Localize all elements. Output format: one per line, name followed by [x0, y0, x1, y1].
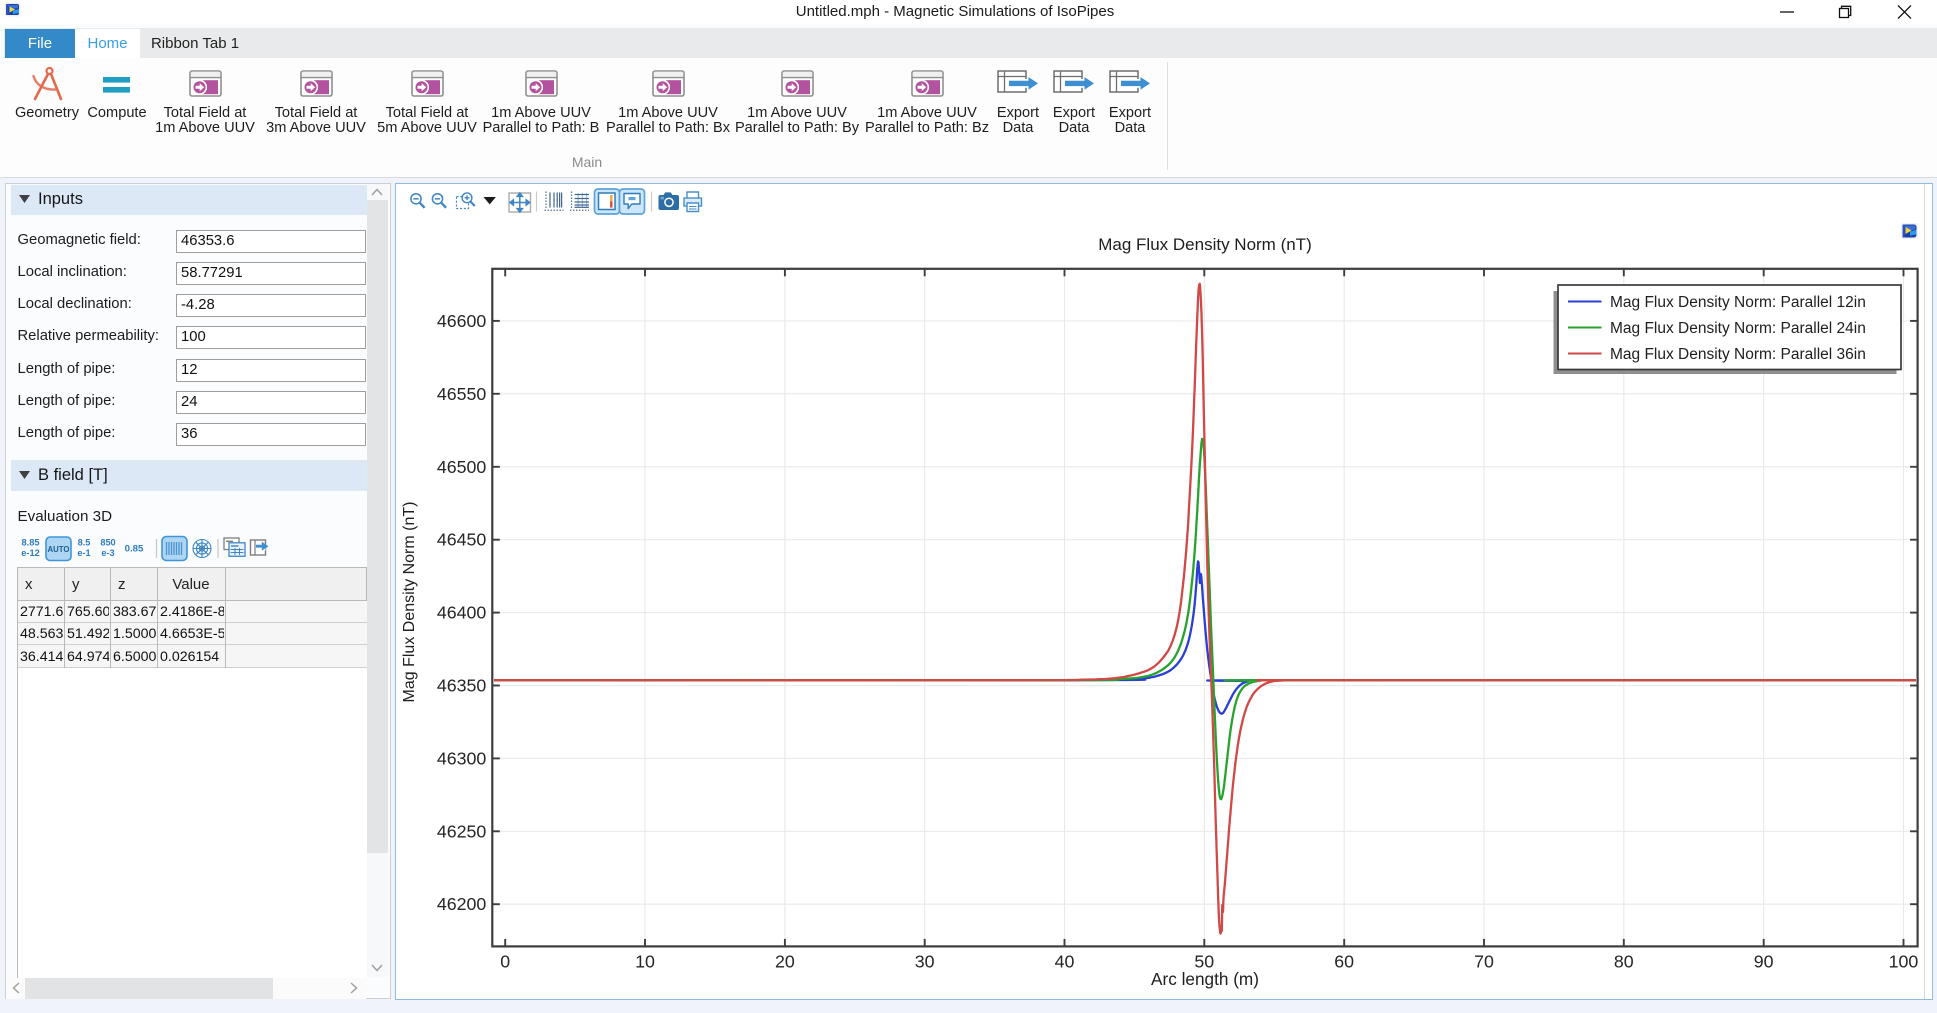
svg-text:e-1: e-1: [77, 548, 90, 558]
svg-text:46350: 46350: [437, 676, 487, 696]
svg-text:Mag Flux Density Norm: Paralle: Mag Flux Density Norm: Parallel 12in: [1610, 294, 1866, 311]
svg-text:30: 30: [915, 951, 935, 971]
svg-text:46200: 46200: [437, 894, 487, 914]
svg-text:60: 60: [1334, 951, 1354, 971]
svg-text:46450: 46450: [437, 530, 487, 550]
svg-text:Mag Flux Density Norm: Paralle: Mag Flux Density Norm: Parallel 36in: [1610, 346, 1866, 363]
svg-text:Mag Flux Density Norm (nT): Mag Flux Density Norm (nT): [1098, 235, 1311, 254]
svg-text:46250: 46250: [437, 821, 487, 841]
svg-text:10: 10: [635, 951, 655, 971]
svg-text:20: 20: [775, 951, 795, 971]
svg-text:80: 80: [1614, 951, 1634, 971]
svg-text:AUTO: AUTO: [48, 545, 70, 554]
svg-text:70: 70: [1474, 951, 1494, 971]
svg-text:46500: 46500: [437, 457, 487, 477]
svg-text:90: 90: [1754, 951, 1774, 971]
svg-text:46400: 46400: [437, 603, 487, 623]
svg-text:8.5: 8.5: [78, 538, 91, 548]
svg-text:40: 40: [1055, 951, 1075, 971]
svg-text:Mag Flux Density Norm: Paralle: Mag Flux Density Norm: Parallel 24in: [1610, 320, 1866, 337]
svg-text:e-3: e-3: [101, 548, 114, 558]
svg-text:50: 50: [1194, 951, 1214, 971]
svg-text:0: 0: [500, 951, 510, 971]
svg-text:46550: 46550: [437, 384, 487, 404]
svg-text:100: 100: [1889, 951, 1919, 971]
svg-text:e-12: e-12: [21, 548, 39, 558]
svg-text:46300: 46300: [437, 748, 487, 768]
svg-text:46600: 46600: [437, 311, 487, 331]
svg-text:850: 850: [100, 538, 115, 548]
svg-text:8.85: 8.85: [22, 538, 40, 548]
svg-text:Mag Flux Density Norm (nT): Mag Flux Density Norm (nT): [401, 502, 418, 703]
svg-text:0.85: 0.85: [125, 544, 144, 555]
svg-text:Arc length (m): Arc length (m): [1151, 969, 1259, 989]
